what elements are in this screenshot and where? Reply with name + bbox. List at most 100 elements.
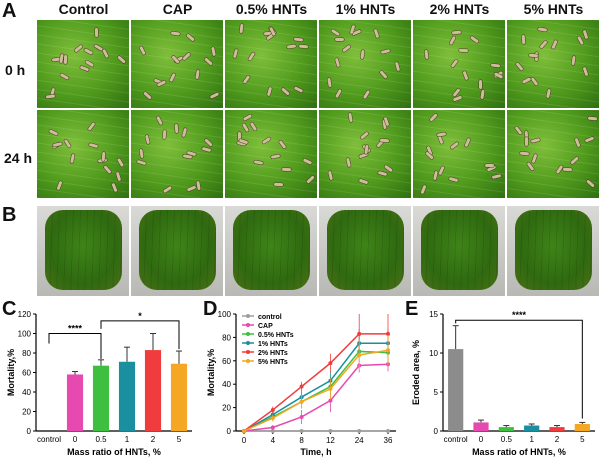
- data-point: [357, 352, 362, 357]
- significance-bracket: [100, 320, 180, 350]
- data-point: [386, 429, 390, 433]
- series-line-2: [243, 350, 389, 432]
- column-header-0-5-hnts: 0.5% HNTs: [235, 1, 308, 17]
- y-tick-label: 5: [434, 388, 439, 397]
- data-point: [299, 399, 304, 404]
- chart-d-mortality-line: 0 20 40 60 80 100 0 4 8 12 24 36 Time, h Mortality,% c…: [206, 310, 396, 457]
- leaf-photo-0h-4: [319, 20, 411, 108]
- data-point: [299, 429, 304, 433]
- significance-bracket: [455, 319, 583, 419]
- leaf-photo-0h-1: [37, 20, 129, 108]
- leaf-disk: [45, 210, 122, 290]
- x-tick-label: 2: [151, 435, 156, 444]
- panel-label-d: D: [203, 298, 218, 320]
- data-point: [386, 348, 390, 353]
- series-line-4: [243, 333, 388, 432]
- leaf-disk: [421, 210, 498, 290]
- leaf-disk-photo-1: [37, 206, 129, 296]
- leaf-photo-24h-2: [131, 110, 223, 198]
- leaf-disk-photo-5: [413, 206, 505, 296]
- leaf-disk: [515, 210, 592, 290]
- chart-e-eroded-area-bar: 0 5 10 15 control 0 0.5 1 2 5 Mass ratio of HNTs, …: [411, 310, 595, 457]
- y-tick-label: 10: [429, 349, 438, 358]
- x-tick-label: control: [37, 435, 61, 444]
- larva-mark: [587, 116, 598, 121]
- panel-label-c: C: [2, 298, 17, 320]
- bar-1: [524, 425, 540, 431]
- data-point: [328, 361, 333, 366]
- leaf-disk: [327, 210, 404, 290]
- series-line-5: [243, 349, 389, 432]
- x-tick-label: 0: [479, 435, 484, 444]
- significance-mark: *: [138, 311, 142, 321]
- column-header-1-hnts: 1% HNTs: [335, 1, 396, 17]
- x-tick-label: 0.5: [95, 435, 107, 444]
- x-tick-label: 24: [355, 436, 364, 445]
- x-tick-label: control: [444, 435, 468, 444]
- bar-5: [170, 363, 188, 431]
- y-tick-label: 40: [222, 380, 231, 389]
- larva-mark: [479, 80, 482, 89]
- x-tick-label: 0: [73, 435, 78, 444]
- x-tick-label: 4: [271, 436, 276, 445]
- y-tick-label: 0: [434, 427, 439, 436]
- x-tick-label: 5: [177, 435, 182, 444]
- y-tick-label: 15: [429, 310, 438, 319]
- legend-label: 0.5% HNTs: [258, 332, 294, 339]
- data-point: [357, 429, 362, 433]
- x-tick-label: 1: [125, 435, 130, 444]
- legend-label: control: [258, 314, 282, 321]
- leaf-disk-photo-6: [507, 206, 599, 296]
- data-point: [299, 414, 304, 419]
- x-axis-label: Mass ratio of HNTs, %: [472, 447, 566, 457]
- data-point: [386, 331, 390, 336]
- leaf-disk: [139, 210, 216, 290]
- significance-mark: ****: [512, 310, 527, 320]
- y-tick-label: 40: [22, 388, 31, 397]
- bar-1: [118, 361, 136, 431]
- legend-marker: [246, 314, 250, 318]
- leaf-disk-photo-4: [319, 206, 411, 296]
- y-tick-label: 0: [227, 427, 232, 436]
- legend-label: 2% HNTs: [258, 350, 288, 357]
- significance-mark: ****: [68, 324, 83, 334]
- y-tick-label: 60: [222, 357, 231, 366]
- y-tick-label: 80: [22, 349, 31, 358]
- larva-mark: [63, 54, 68, 65]
- larva-mark: [525, 137, 528, 146]
- legend-marker: [246, 341, 250, 345]
- data-point: [270, 416, 275, 421]
- larva-mark: [335, 38, 344, 41]
- larva-mark: [174, 123, 179, 134]
- leaf-photo-24h-3: [225, 110, 317, 198]
- y-tick-label: 100: [218, 310, 232, 319]
- larva-mark: [101, 151, 106, 162]
- larva-mark: [162, 129, 167, 140]
- bar-2: [549, 427, 565, 431]
- x-tick-label: 0: [242, 436, 247, 445]
- leaf-photo-24h-4: [319, 110, 411, 198]
- leaf-photo-0h-2: [131, 20, 223, 108]
- y-axis-label: Mortality,%: [6, 349, 16, 396]
- column-header-control: Control: [58, 1, 109, 17]
- legend-marker: [246, 323, 250, 327]
- data-point: [270, 425, 275, 430]
- series-line-1: [243, 363, 389, 432]
- y-tick-label: 0: [27, 427, 32, 436]
- data-point: [328, 386, 333, 391]
- x-tick-label: 8: [299, 436, 304, 445]
- leaf-disk-photo-3: [225, 206, 317, 296]
- leaf-photo-0h-3: [225, 20, 317, 108]
- x-tick-label: 5: [580, 435, 585, 444]
- data-point: [242, 429, 246, 433]
- column-header-cap: CAP: [162, 1, 193, 17]
- legend-marker: [246, 359, 250, 363]
- data-point: [270, 429, 275, 433]
- larva-mark: [94, 27, 99, 38]
- leaf-photo-24h-6: [507, 110, 599, 198]
- significance-bracket: [48, 333, 102, 359]
- leaf-disk: [233, 210, 310, 290]
- larva-mark: [298, 44, 309, 49]
- legend-label: 1% HNTs: [258, 341, 288, 348]
- y-axis-label: Eroded area, %: [411, 340, 421, 405]
